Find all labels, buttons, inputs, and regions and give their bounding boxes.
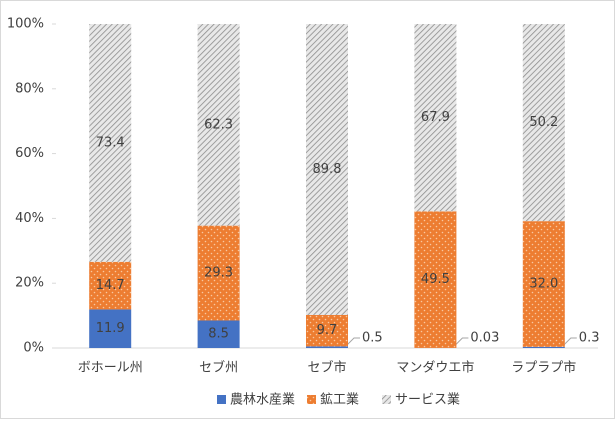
x-tick-label: ボホール州 (78, 361, 143, 376)
data-label: 67.9 (421, 110, 450, 125)
leader-line (454, 338, 468, 346)
leader-line (346, 338, 360, 346)
legend-swatch (217, 395, 226, 404)
data-label: 29.3 (204, 266, 233, 281)
x-tick-label: ラプラプ市 (511, 360, 576, 376)
data-label: 8.5 (208, 327, 229, 342)
legend-label: サービス業 (395, 392, 460, 408)
y-tick-label: 60% (15, 146, 44, 161)
bar-segment (523, 347, 565, 348)
data-label: 32.0 (529, 276, 558, 291)
x-tick-label: セブ市 (307, 360, 346, 376)
data-label: 89.8 (313, 162, 342, 177)
data-label: 9.7 (317, 323, 338, 338)
y-tick-label: 100% (7, 17, 44, 32)
data-label: 49.5 (421, 272, 450, 287)
y-tick-label: 40% (15, 211, 44, 226)
data-label: 73.4 (96, 135, 125, 150)
y-tick-label: 0% (23, 341, 44, 356)
bar-segment (306, 346, 348, 348)
data-label: 0.03 (470, 331, 499, 346)
x-tick-label: マンダウエ市 (396, 360, 474, 376)
y-tick-label: 20% (15, 276, 44, 291)
leader-line (563, 338, 577, 346)
y-tick-label: 80% (15, 81, 44, 96)
legend-swatch (307, 395, 316, 404)
legend-swatch (382, 395, 391, 404)
data-label: 0.5 (362, 331, 383, 346)
x-tick-label: セブ州 (199, 360, 238, 376)
data-label: 0.3 (579, 331, 600, 346)
legend-label: 鉱工業 (320, 392, 359, 408)
data-label: 62.3 (204, 117, 233, 132)
data-label: 14.7 (96, 278, 125, 293)
legend-label: 農林水産業 (230, 392, 295, 408)
data-label: 50.2 (529, 115, 558, 130)
data-label: 11.9 (96, 321, 125, 336)
